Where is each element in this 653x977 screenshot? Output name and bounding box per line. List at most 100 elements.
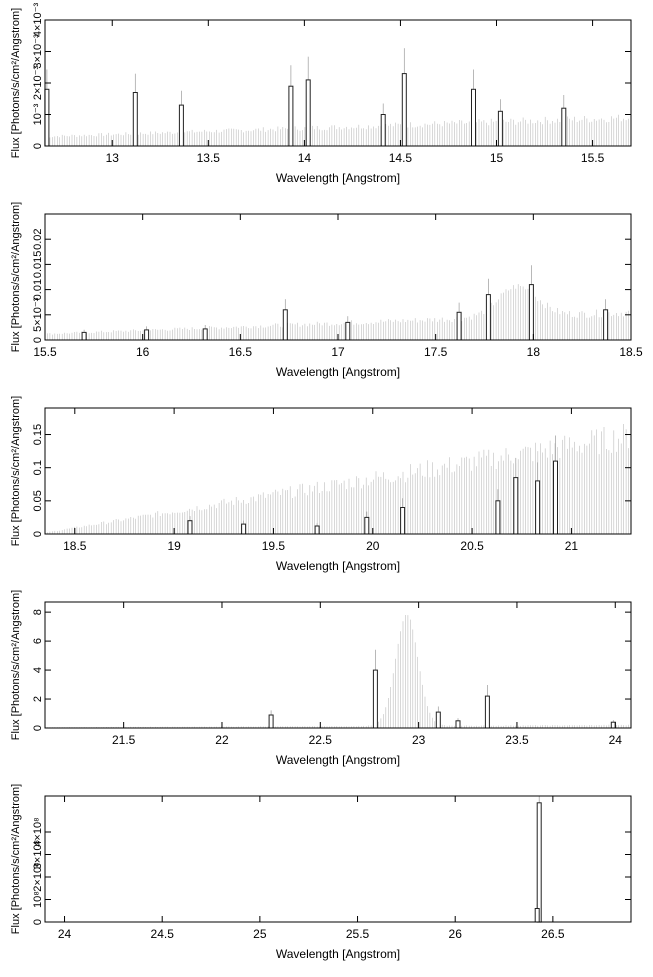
x-tick-label: 19 (167, 539, 181, 553)
data-bar (536, 802, 542, 923)
plot-frame (44, 213, 632, 341)
data-bars (534, 802, 542, 923)
x-tick-label: 15 (490, 151, 504, 165)
x-tick-label: 18 (527, 345, 541, 359)
data-bar (435, 711, 441, 729)
data-bar (513, 477, 519, 535)
y-tick-label: 3×10⁻³ (32, 34, 44, 69)
x-tick-label: 25.5 (346, 927, 370, 941)
x-tick-label: 25 (253, 927, 267, 941)
x-tick-label: 16 (136, 345, 150, 359)
x-axis-label: Wavelength [Angstrom] (276, 365, 400, 379)
data-bar (372, 669, 378, 729)
x-tick-label: 14.5 (389, 151, 413, 165)
x-tick-label: 24.5 (151, 927, 175, 941)
y-tick-label: 0.1 (32, 460, 44, 475)
data-bar (528, 284, 534, 341)
x-tick-label: 21.5 (112, 733, 136, 747)
x-tick-label: 22.5 (309, 733, 333, 747)
x-axis-label: Wavelength [Angstrom] (276, 753, 400, 767)
x-tick-label: 13 (106, 151, 120, 165)
x-tick-label: 23 (412, 733, 426, 747)
data-bar (553, 460, 558, 535)
y-tick-label: 4 (32, 667, 44, 673)
data-bar (455, 720, 461, 729)
data-bar (535, 480, 541, 535)
error-bars (189, 435, 556, 534)
data-bar (610, 721, 616, 729)
data-bar (305, 79, 311, 147)
data-bar (202, 328, 208, 341)
x-tick-label: 20.5 (460, 539, 484, 553)
y-tick-label: 6 (32, 638, 44, 644)
data-bar (456, 311, 462, 341)
x-tick-label: 24 (609, 733, 623, 747)
y-tick-label: 4×10⁻³ (32, 3, 44, 38)
plot-frame (44, 407, 632, 535)
data-bar (187, 520, 193, 535)
data-bar (144, 329, 150, 341)
x-tick-label: 21 (565, 539, 579, 553)
x-tick-label: 23.5 (505, 733, 529, 747)
y-axis-label: Flux [Photons/s/cm²/Angstrom] (10, 590, 22, 740)
data-bar (561, 107, 567, 147)
x-tick-label: 26.5 (541, 927, 565, 941)
data-bar (485, 294, 491, 341)
y-tick-label: 0 (32, 725, 44, 731)
y-tick-label: 0.15 (32, 424, 44, 445)
data-bar (241, 523, 247, 535)
data-bars (44, 73, 567, 147)
x-tick-label: 24 (58, 927, 72, 941)
y-axis-label: Flux [Photons/s/cm²/Angstrom] (10, 8, 22, 158)
data-bar (132, 92, 138, 147)
y-tick-label: 0.05 (32, 490, 44, 511)
data-bars (81, 284, 609, 341)
y-axis-label: Flux [Photons/s/cm²/Angstrom] (10, 396, 22, 546)
x-tick-label: 15.5 (33, 345, 57, 359)
data-bar (400, 507, 406, 535)
y-tick-label: 0 (32, 919, 44, 925)
data-bar (345, 321, 351, 341)
x-tick-label: 26 (449, 927, 463, 941)
y-tick-label: 5×10⁻³ (32, 297, 44, 332)
data-bar (484, 695, 490, 729)
y-tick-label: 0.02 (32, 228, 44, 249)
data-bar (401, 73, 407, 147)
data-bar (497, 110, 503, 147)
y-axis-label: Flux [Photons/s/cm²/Angstrom] (10, 784, 22, 934)
chart-panel-1: 13 13.5 14 14.5 15 15.5 0 10⁻³ 2×10⁻³3×10⁻³4×10⁻… (10, 3, 632, 185)
data-bar (495, 500, 501, 535)
y-tick-label: 10⁸ (32, 891, 44, 908)
x-tick-label: 17 (331, 345, 345, 359)
plot-frame (44, 601, 632, 729)
data-bar (178, 104, 184, 147)
y-tick-label: 0.01 (32, 279, 44, 300)
data-bar (81, 331, 87, 341)
x-axis-label: Wavelength [Angstrom] (276, 947, 400, 961)
error-bars (270, 649, 614, 728)
x-axis-label: Wavelength [Angstrom] (276, 559, 400, 573)
x-tick-label: 14 (298, 151, 312, 165)
x-tick-label: 13.5 (197, 151, 221, 165)
data-bar (471, 88, 476, 147)
data-bar (282, 309, 288, 341)
data-bar (288, 85, 294, 147)
data-bar (380, 114, 386, 147)
x-tick-label: 15.5 (581, 151, 605, 165)
data-bar (364, 516, 370, 535)
y-tick-label: 0.015 (32, 251, 44, 279)
chart-panel-3: 18.5 19 19.5 20 20.5 21 0 0.05 0.1 0.15 Wavelength… (10, 396, 632, 573)
y-tick-label: 0 (32, 531, 44, 537)
x-tick-label: 18.5 (63, 539, 87, 553)
data-bar (603, 309, 609, 341)
y-tick-label: 10⁻³ (32, 103, 44, 125)
x-tick-label: 22 (215, 733, 229, 747)
data-bar (534, 908, 540, 923)
data-bar (268, 714, 274, 729)
continuum-bars (44, 615, 632, 728)
x-axis-label: Wavelength [Angstrom] (276, 171, 400, 185)
y-tick-label: 0 (32, 143, 44, 149)
